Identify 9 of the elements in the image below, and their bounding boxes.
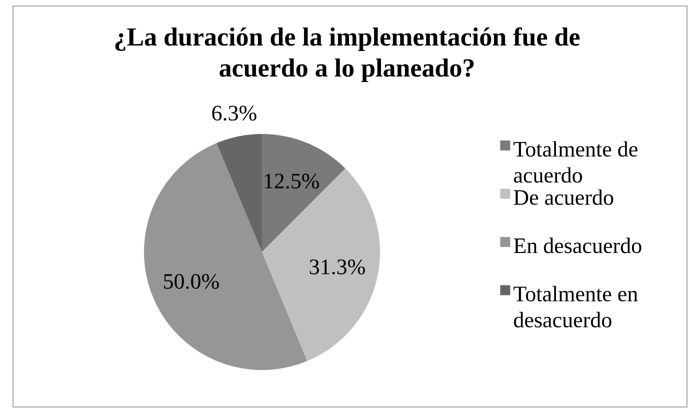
legend-label: Totalmente en desacuerdo [514,286,638,328]
legend-label: De acuerdo [514,189,614,205]
legend-label: En desacuerdo [514,238,642,254]
data-label: 6.3% [212,106,256,121]
data-label: 12.5% [264,174,319,189]
legend-label: Totalmente de acuerdo [514,141,638,183]
chart-title: ¿La duración de la implementación fue de acuerdo a lo planeado? [115,27,580,82]
data-label: 50.0% [164,274,219,289]
data-label: 31.3% [310,259,365,274]
